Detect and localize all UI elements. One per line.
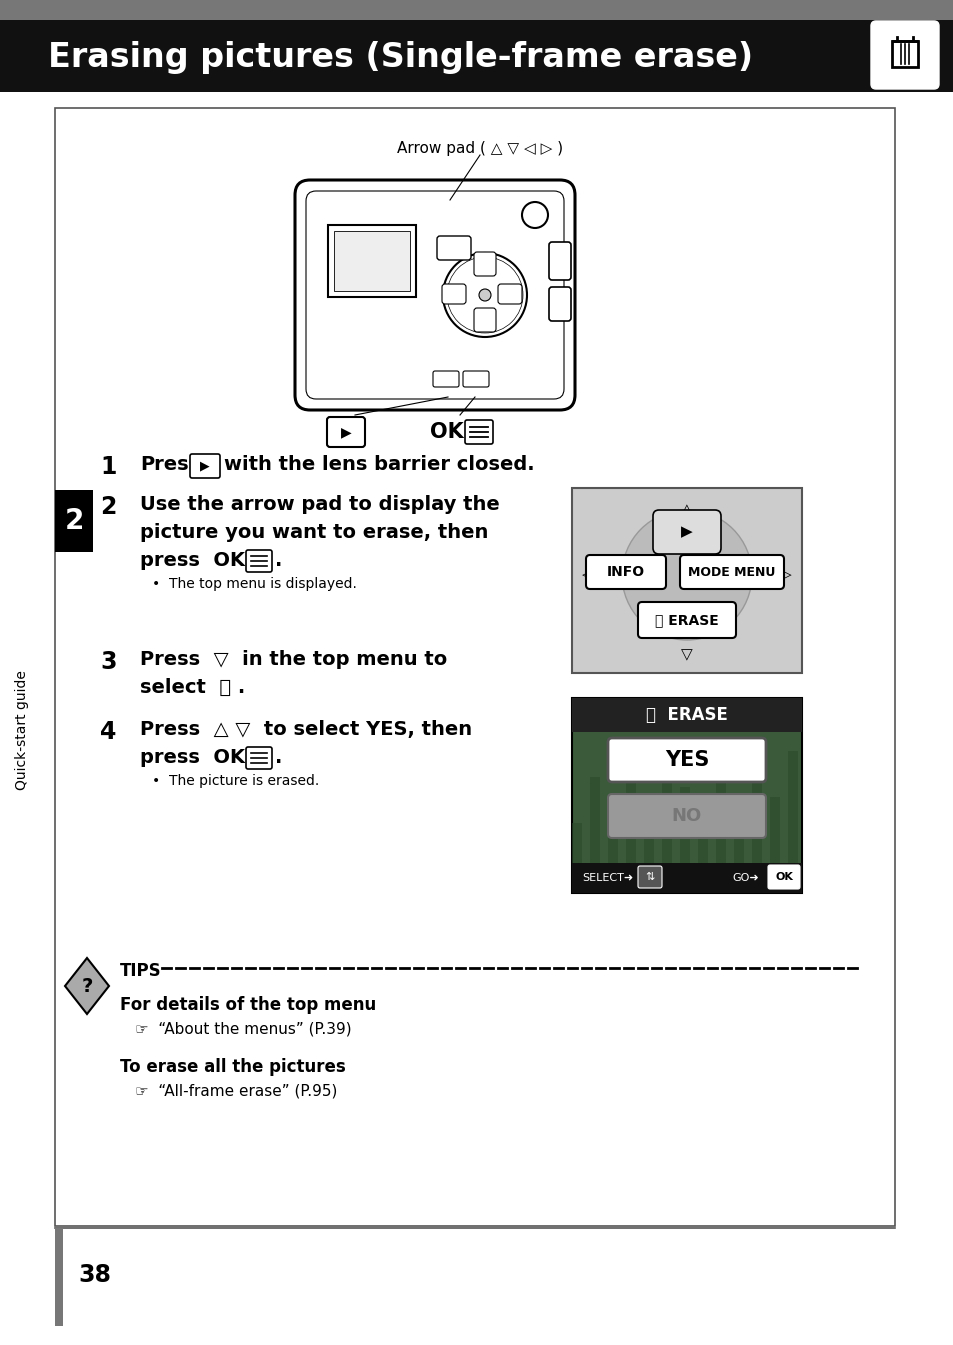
Text: 1: 1 (100, 455, 116, 479)
Text: press  OK: press OK (140, 748, 245, 767)
Text: For details of the top menu: For details of the top menu (120, 997, 375, 1014)
Bar (716, 775, 725, 884)
FancyBboxPatch shape (246, 746, 272, 769)
Text: SELECT➜: SELECT➜ (581, 873, 633, 884)
Text: 🗑  ERASE: 🗑 ERASE (645, 706, 727, 724)
Bar (679, 787, 689, 884)
FancyBboxPatch shape (55, 108, 894, 1227)
FancyBboxPatch shape (327, 417, 365, 447)
Text: picture you want to erase, then: picture you want to erase, then (140, 523, 488, 542)
Text: ▶: ▶ (680, 525, 692, 539)
FancyBboxPatch shape (246, 550, 272, 572)
Text: ?: ? (81, 976, 92, 995)
Text: Press: Press (140, 455, 200, 473)
Bar (328, 225, 416, 297)
Text: press  OK: press OK (140, 551, 245, 570)
Polygon shape (65, 958, 109, 1014)
Bar (572, 698, 801, 893)
Bar (787, 751, 797, 884)
Text: NO: NO (671, 807, 701, 824)
FancyBboxPatch shape (585, 555, 665, 589)
FancyBboxPatch shape (638, 603, 735, 638)
Bar (625, 765, 636, 884)
FancyBboxPatch shape (462, 371, 489, 387)
Text: 4: 4 (100, 720, 116, 744)
Bar (751, 763, 761, 884)
Text: OK: OK (774, 872, 792, 882)
Text: Arrow pad ( △ ▽ ◁ ▷ ): Arrow pad ( △ ▽ ◁ ▷ ) (396, 140, 562, 156)
Text: OK: OK (430, 422, 463, 443)
FancyBboxPatch shape (464, 420, 493, 444)
Text: MODE MENU: MODE MENU (688, 565, 775, 578)
FancyBboxPatch shape (548, 242, 571, 280)
Text: with the lens barrier closed.: with the lens barrier closed. (224, 455, 534, 473)
Text: select  🗑 .: select 🗑 . (140, 678, 245, 697)
Text: ▽: ▽ (680, 647, 692, 663)
Circle shape (621, 510, 751, 640)
Text: 3: 3 (100, 650, 116, 674)
Bar (0, 20, 953, 91)
Bar (733, 808, 743, 884)
Bar (55, 1228, 63, 1326)
Bar (589, 777, 599, 884)
Text: ☞  “About the menus” (P.39): ☞ “About the menus” (P.39) (135, 1021, 352, 1036)
FancyBboxPatch shape (548, 286, 571, 321)
Text: △: △ (680, 503, 692, 518)
FancyBboxPatch shape (436, 235, 471, 260)
Bar (643, 799, 654, 884)
Text: INFO: INFO (606, 565, 644, 578)
Text: Press  △ ▽  to select YES, then: Press △ ▽ to select YES, then (140, 720, 472, 738)
Text: GO➜: GO➜ (731, 873, 758, 884)
FancyBboxPatch shape (767, 865, 800, 889)
Bar (661, 753, 671, 884)
Bar (0, 0, 953, 20)
Circle shape (521, 202, 547, 229)
FancyBboxPatch shape (497, 284, 521, 304)
Text: YES: YES (664, 751, 708, 769)
FancyBboxPatch shape (294, 180, 575, 410)
Text: .: . (274, 748, 282, 767)
Text: ☞  “All-frame erase” (P.95): ☞ “All-frame erase” (P.95) (135, 1083, 337, 1098)
FancyBboxPatch shape (870, 22, 938, 89)
Text: Erasing pictures (Single-frame erase): Erasing pictures (Single-frame erase) (48, 40, 752, 74)
Text: ▶: ▶ (340, 425, 351, 438)
FancyBboxPatch shape (190, 455, 220, 477)
Bar (572, 488, 801, 672)
FancyBboxPatch shape (441, 284, 465, 304)
Bar (572, 863, 801, 893)
Bar (572, 823, 581, 884)
Text: 🗑 ERASE: 🗑 ERASE (655, 613, 719, 627)
FancyBboxPatch shape (433, 371, 458, 387)
Text: 2: 2 (100, 495, 116, 519)
Bar (334, 231, 410, 291)
Text: Quick-start guide: Quick-start guide (15, 670, 29, 790)
Text: ◁: ◁ (581, 568, 594, 582)
Text: .: . (274, 551, 282, 570)
Text: ⇅: ⇅ (644, 872, 654, 882)
Bar (572, 698, 801, 732)
Bar (607, 811, 618, 884)
Text: Press  ▽  in the top menu to: Press ▽ in the top menu to (140, 650, 447, 668)
Text: To erase all the pictures: To erase all the pictures (120, 1059, 345, 1076)
Text: ▷: ▷ (780, 568, 791, 582)
Circle shape (478, 289, 491, 301)
Text: •  The picture is erased.: • The picture is erased. (152, 773, 319, 788)
Bar (698, 820, 707, 884)
FancyBboxPatch shape (679, 555, 783, 589)
FancyBboxPatch shape (652, 510, 720, 554)
Text: •  The top menu is displayed.: • The top menu is displayed. (152, 577, 356, 590)
FancyBboxPatch shape (474, 308, 496, 332)
FancyBboxPatch shape (638, 866, 661, 888)
FancyBboxPatch shape (607, 738, 765, 781)
Text: Use the arrow pad to display the: Use the arrow pad to display the (140, 495, 499, 514)
Text: TIPS: TIPS (120, 962, 161, 981)
Text: ▶: ▶ (200, 460, 210, 472)
Text: 38: 38 (78, 1263, 111, 1287)
FancyBboxPatch shape (607, 794, 765, 838)
Circle shape (442, 253, 526, 338)
Bar (769, 798, 780, 884)
Text: 2: 2 (64, 507, 84, 535)
FancyBboxPatch shape (474, 252, 496, 276)
Bar (55, 490, 92, 551)
